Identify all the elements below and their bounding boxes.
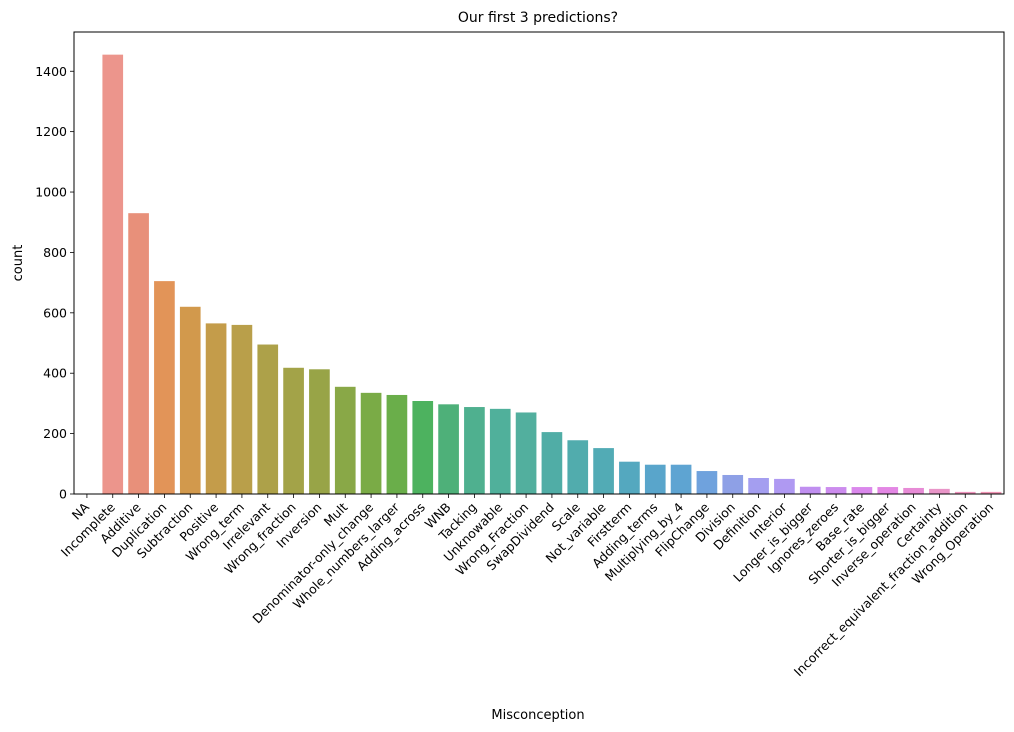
y-tick-label: 600 [43, 305, 67, 320]
bar-base-rate [851, 487, 873, 494]
bar-longer-is-bigger [799, 486, 821, 494]
bar-unknowable [489, 408, 511, 494]
bars [102, 54, 1002, 495]
bar-division [722, 474, 744, 494]
bar-firstterm [619, 461, 640, 494]
bar-duplication [154, 281, 175, 494]
bar-mult [334, 386, 356, 494]
bar-subtraction [179, 306, 201, 494]
axes: NAIncompleteAdditiveDuplicationSubtracti… [35, 64, 996, 679]
x-axis-label: Misconception [491, 708, 584, 723]
bar-wrong-fraction [515, 412, 537, 494]
bar-incomplete [102, 54, 124, 495]
bar-wrong-fraction [283, 367, 304, 494]
bar-irrelevant [257, 344, 279, 494]
bar-not-variable [593, 448, 614, 494]
y-tick-label: 0 [59, 487, 67, 502]
bar-ignores-zeroes [825, 487, 847, 494]
bar-adding-across [412, 401, 434, 494]
bar-flipchange [696, 471, 718, 494]
y-axis-label: count [11, 245, 26, 282]
bar-additive [128, 213, 149, 494]
bar-wnb [438, 404, 459, 494]
bar-scale [567, 440, 589, 494]
bar-multiplying-by-4 [670, 464, 692, 494]
bar-adding-terms [644, 464, 666, 494]
bar-wrong-operation [980, 491, 1002, 494]
y-tick-label: 1400 [35, 64, 67, 79]
bar-inversion [309, 369, 330, 494]
y-tick-label: 400 [43, 366, 67, 381]
y-tick-label: 1000 [35, 185, 67, 200]
chart-title: Our first 3 predictions? [458, 10, 618, 26]
bar-certainty [929, 488, 950, 494]
bar-shorter-is-bigger [877, 487, 899, 494]
bar-wrong-term [231, 324, 253, 494]
bar-inverse-operation [903, 487, 924, 494]
plot-frame [73, 31, 1005, 495]
y-tick-label: 200 [43, 426, 67, 441]
bar-swapdividend [541, 432, 563, 494]
bar-interior [774, 478, 795, 494]
bar-positive [205, 323, 227, 494]
bar-definition [748, 478, 769, 494]
bar-whole-numbers-larger [386, 394, 408, 494]
bar-denominator-only-change [360, 392, 382, 494]
bar-tacking [464, 407, 485, 494]
y-tick-label: 1200 [35, 124, 67, 139]
bar-incorrect-equivalent-fraction-addition [954, 491, 976, 494]
y-tick-label: 800 [43, 245, 67, 260]
